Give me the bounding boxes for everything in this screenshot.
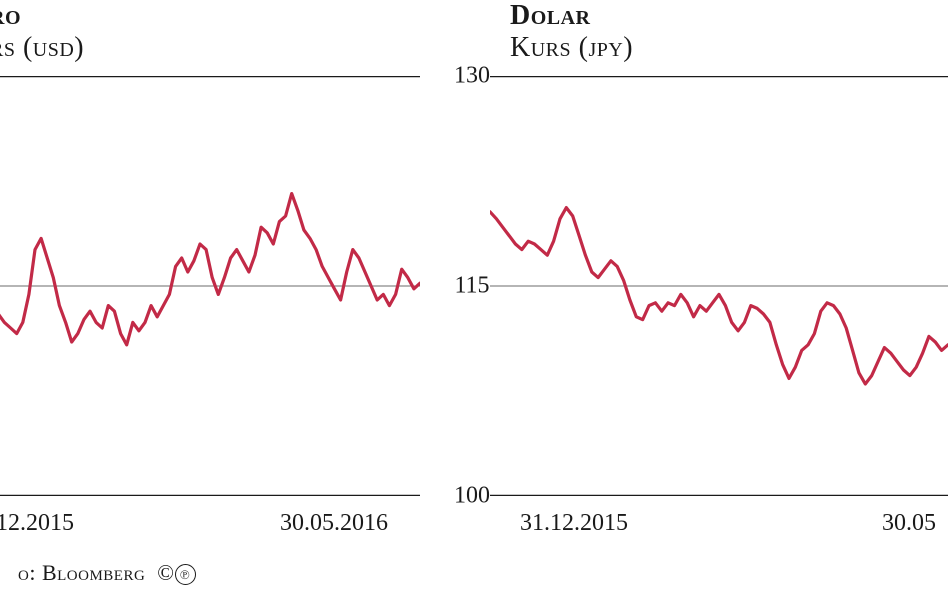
series-line: [490, 208, 948, 384]
y-tick-label: 100: [454, 483, 490, 510]
page: { "canvas": { "width": 948, "height": 59…: [0, 0, 948, 593]
source-attribution: o: Bloomberg ©℗: [18, 560, 196, 586]
chart-plot: [0, 76, 420, 496]
x-tick-label-end: 30.05.2016: [280, 510, 388, 537]
chart-titles: DolarKurs (jpy): [510, 0, 633, 64]
chart-panel-dolar: DolarKurs (jpy)13011510031.12.201530.05: [490, 0, 948, 593]
chart-plot: [490, 76, 948, 496]
chart-title: Dolar: [510, 0, 633, 32]
source-prefix: o:: [18, 560, 42, 585]
chart-subtitle: Kurs (jpy): [510, 32, 633, 64]
x-tick-label-start: .12.2015: [0, 510, 74, 537]
copyright-mark: ℗: [175, 564, 196, 585]
chart-title: ro: [0, 0, 84, 32]
chart-subtitle: rs (usd): [0, 32, 84, 64]
series-line: [0, 194, 420, 345]
x-tick-label-end: 30.05: [882, 510, 936, 537]
y-tick-label: 115: [454, 273, 489, 300]
source-label: Bloomberg: [42, 560, 145, 585]
chart-panel-euro: rors (usd) .12.2015 30.05.2016: [0, 0, 460, 593]
chart-titles: rors (usd): [0, 0, 84, 64]
y-tick-label: 130: [454, 63, 490, 90]
x-tick-label-start: 31.12.2015: [520, 510, 628, 537]
